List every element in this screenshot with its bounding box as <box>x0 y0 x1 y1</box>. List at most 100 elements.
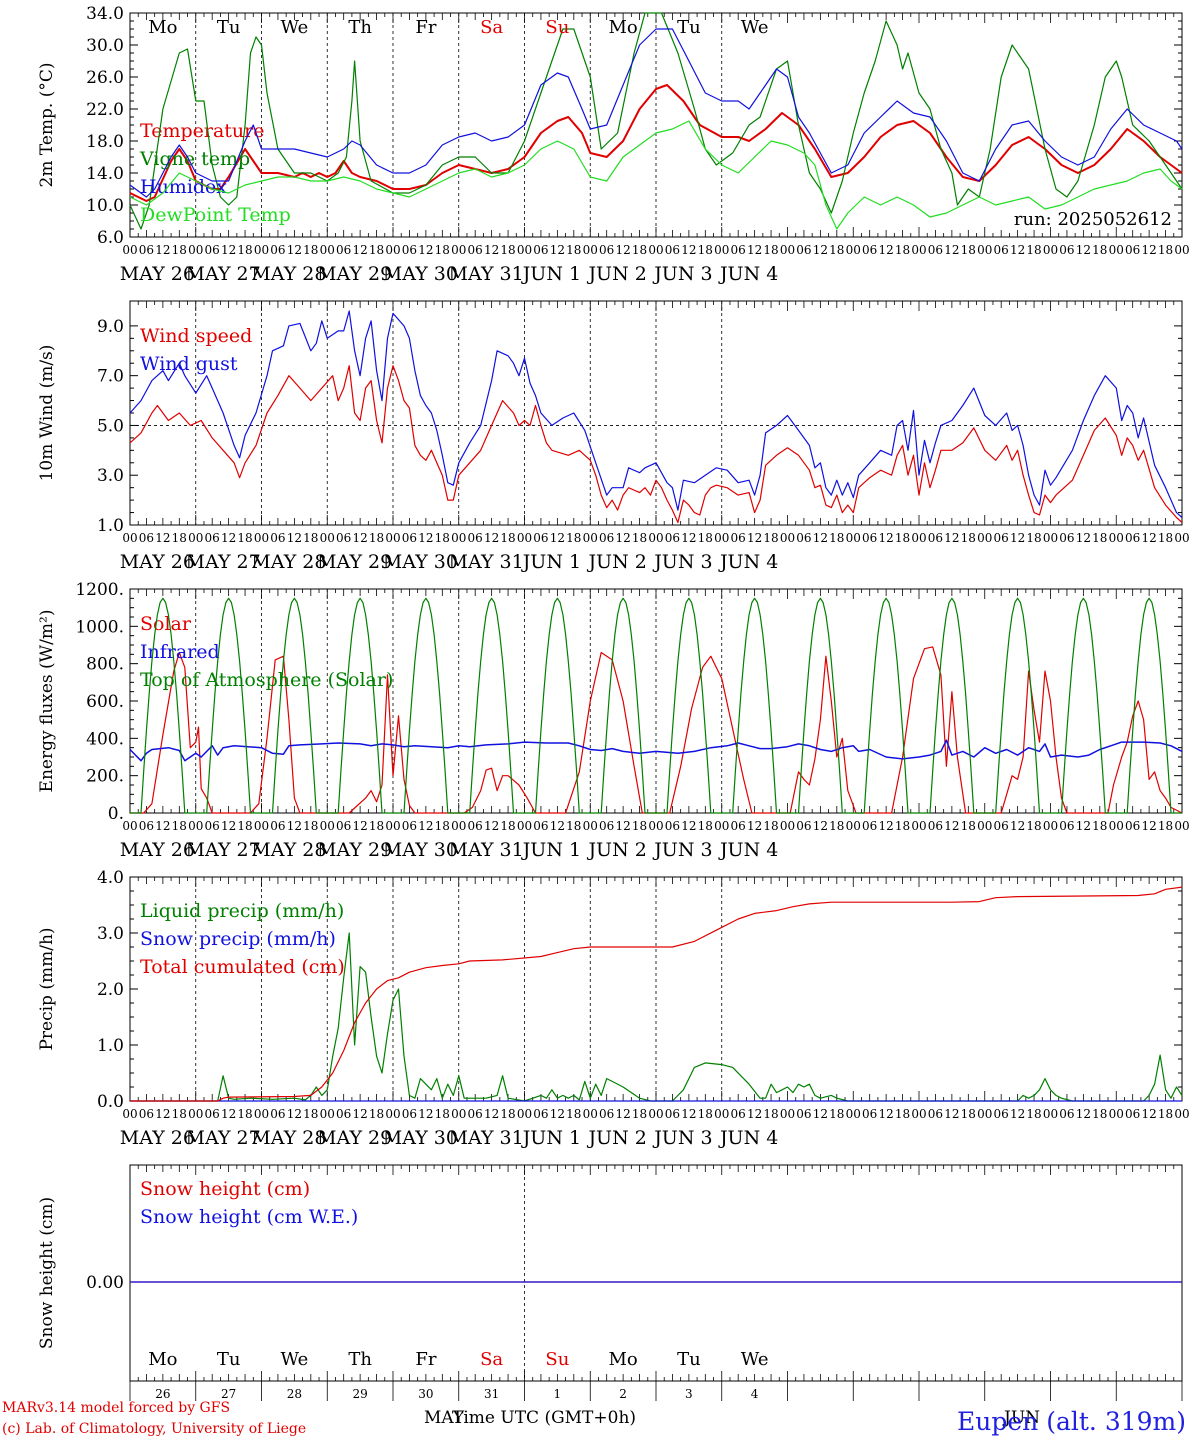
y-tick-label: 4.0 <box>97 868 124 888</box>
legend-2: Snow height (cm W.E.) <box>140 1206 358 1228</box>
legend-2: Snow precip (mm/h) <box>140 928 336 950</box>
date-label: JUN 2 <box>586 1127 646 1149</box>
hour-label: 00 <box>846 819 861 833</box>
hour-label: 12 <box>615 819 630 833</box>
date-label: MAY 27 <box>186 1127 261 1149</box>
hour-label: 12 <box>352 819 367 833</box>
hour-label: 00 <box>846 243 861 257</box>
date-label: MAY 26 <box>120 263 195 285</box>
hour-label: 00 <box>451 1107 466 1121</box>
hour-label: 06 <box>533 243 548 257</box>
hour-label: 12 <box>1010 819 1025 833</box>
hour-label: 18 <box>303 819 318 833</box>
hour-label: 18 <box>172 531 187 545</box>
hour-label: 12 <box>1076 1107 1091 1121</box>
hour-label: 00 <box>911 819 926 833</box>
hour-label: 18 <box>632 531 647 545</box>
lab-credit: (c) Lab. of Climatology, University of L… <box>2 1421 306 1437</box>
legend-1: Liquid precip (mm/h) <box>140 900 344 922</box>
hour-label: 18 <box>763 243 778 257</box>
hour-label: 18 <box>829 531 844 545</box>
date-label: MAY 27 <box>186 263 261 285</box>
day-name: Tu <box>217 17 241 38</box>
day-number: 31 <box>484 1387 499 1401</box>
hour-label: 12 <box>484 243 499 257</box>
legend-1: Snow height (cm) <box>140 1178 310 1200</box>
hour-label: 06 <box>731 531 746 545</box>
hour-label: 00 <box>1109 819 1124 833</box>
y-tick-label: 200. <box>86 767 124 787</box>
hour-label: 18 <box>763 1107 778 1121</box>
hour-label: 12 <box>287 243 302 257</box>
hour-label: 06 <box>205 1107 220 1121</box>
hour-label: 00 <box>1174 243 1189 257</box>
hour-label: 18 <box>237 1107 252 1121</box>
hour-label: 06 <box>1059 819 1074 833</box>
hour-label: 00 <box>583 819 598 833</box>
hour-label: 12 <box>813 531 828 545</box>
y-tick-label: 1.0 <box>97 516 124 536</box>
hour-label: 06 <box>468 531 483 545</box>
hour-label: 18 <box>369 531 384 545</box>
hour-label: 18 <box>763 819 778 833</box>
hour-label: 18 <box>1092 531 1107 545</box>
y-tick-label: 26.0 <box>86 68 124 88</box>
hour-label: 06 <box>336 531 351 545</box>
hour-label: 00 <box>188 819 203 833</box>
hour-label: 18 <box>1026 819 1041 833</box>
hour-label: 00 <box>451 531 466 545</box>
series-temperature <box>129 84 1183 202</box>
y-tick-label: 22.0 <box>86 100 124 120</box>
hour-label: 12 <box>747 243 762 257</box>
hour-label: 00 <box>451 243 466 257</box>
hour-label: 18 <box>829 243 844 257</box>
hour-label: 18 <box>895 1107 910 1121</box>
date-label: MAY 30 <box>383 551 458 573</box>
y-axis-label: 10m Wind (m/s) <box>37 345 57 482</box>
hour-label: 18 <box>1026 243 1041 257</box>
hour-label: 06 <box>1125 1107 1140 1121</box>
date-label: JUN 3 <box>652 1127 712 1149</box>
hour-label: 12 <box>550 1107 565 1121</box>
hour-label: 12 <box>747 1107 762 1121</box>
hour-label: 06 <box>139 243 154 257</box>
hour-label: 18 <box>500 819 515 833</box>
hour-label: 00 <box>846 1107 861 1121</box>
hour-label: 12 <box>681 1107 696 1121</box>
hour-label: 06 <box>402 243 417 257</box>
y-tick-label: 0. <box>108 804 124 824</box>
hour-label: 12 <box>878 243 893 257</box>
y-tick-label: 2.0 <box>97 980 124 1000</box>
footer: MARv3.14 model forced by GFS (c) Lab. of… <box>2 1400 1186 1437</box>
hour-label: 06 <box>468 243 483 257</box>
date-label: MAY 30 <box>383 1127 458 1149</box>
hour-label: 06 <box>468 1107 483 1121</box>
hour-label: 18 <box>632 243 647 257</box>
series-dewpoint-temp <box>129 120 1183 230</box>
series-vigne-temp <box>129 12 1183 230</box>
hour-label: 00 <box>385 819 400 833</box>
hour-label: 00 <box>846 531 861 545</box>
hour-label: 12 <box>484 1107 499 1121</box>
chart-panels: 6.010.014.018.022.026.030.034.02m Temp. … <box>37 4 1190 1401</box>
date-label: JUN 2 <box>586 839 646 861</box>
date-label: JUN 1 <box>521 1127 581 1149</box>
date-label: MAY 29 <box>317 839 392 861</box>
hour-label: 00 <box>780 819 795 833</box>
hour-label: 00 <box>583 243 598 257</box>
hour-label: 00 <box>517 531 532 545</box>
legend-1: Temperature <box>140 120 264 142</box>
hour-label: 18 <box>1158 819 1173 833</box>
hour-label: 00 <box>583 531 598 545</box>
hour-label: 00 <box>254 1107 269 1121</box>
hour-label: 12 <box>418 243 433 257</box>
hour-label: 00 <box>1043 819 1058 833</box>
y-tick-label: 30.0 <box>86 36 124 56</box>
hour-label: 06 <box>139 1107 154 1121</box>
hour-label: 00 <box>188 531 203 545</box>
series-infrared <box>129 739 1183 762</box>
hour-label: 00 <box>714 531 729 545</box>
hour-label: 00 <box>648 243 663 257</box>
date-label: JUN 4 <box>718 551 778 573</box>
hour-label: 06 <box>270 1107 285 1121</box>
